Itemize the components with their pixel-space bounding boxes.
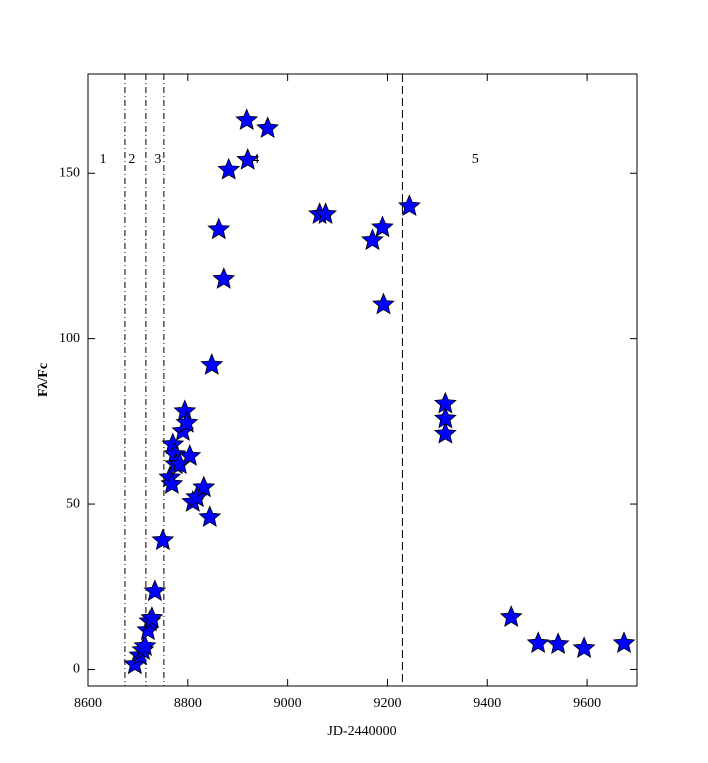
- data-point: [256, 116, 280, 139]
- data-point: [212, 267, 236, 289]
- data-point: [217, 157, 241, 180]
- data-point: [143, 579, 167, 602]
- data-point: [235, 108, 259, 131]
- data-point: [526, 631, 550, 654]
- x-tick-label: 8800: [174, 696, 202, 711]
- data-point: [236, 147, 260, 170]
- x-axis-label: JD-2440000: [327, 724, 396, 739]
- y-tick-label: 0: [73, 662, 80, 677]
- data-point: [140, 606, 164, 628]
- x-tick-label: 8600: [74, 696, 102, 711]
- region-label: 1: [99, 152, 106, 167]
- x-tick-label: 9600: [573, 696, 601, 711]
- data-point: [433, 421, 457, 444]
- data-point: [572, 636, 596, 659]
- y-tick-label: 150: [59, 165, 80, 180]
- data-point: [160, 472, 184, 494]
- data-point: [360, 228, 384, 251]
- region-label: 4: [252, 152, 259, 167]
- y-tick-label: 50: [66, 496, 80, 511]
- data-point: [192, 475, 216, 498]
- x-tick-label: 9000: [274, 696, 302, 711]
- data-point: [398, 194, 421, 217]
- data-point: [178, 444, 202, 466]
- x-tick-label: 9400: [473, 696, 501, 711]
- data-point: [314, 202, 337, 225]
- data-point: [612, 631, 636, 654]
- data-point: [207, 217, 231, 240]
- data-point: [133, 634, 157, 657]
- region-label: 2: [128, 152, 135, 167]
- region-label: 3: [154, 152, 161, 167]
- data-point: [200, 353, 224, 375]
- plot-frame: [87, 73, 638, 687]
- data-point: [185, 485, 209, 508]
- data-point: [546, 632, 570, 655]
- data-point: [175, 410, 199, 433]
- y-axis-label: Fλ/Fc: [36, 363, 51, 397]
- y-tick-label: 100: [59, 331, 80, 346]
- data-point: [370, 215, 394, 238]
- region-label: 5: [472, 152, 479, 167]
- data-point: [499, 605, 523, 627]
- data-point: [198, 505, 222, 528]
- data-point: [371, 292, 395, 315]
- data-point: [151, 528, 175, 551]
- x-tick-label: 9200: [373, 696, 401, 711]
